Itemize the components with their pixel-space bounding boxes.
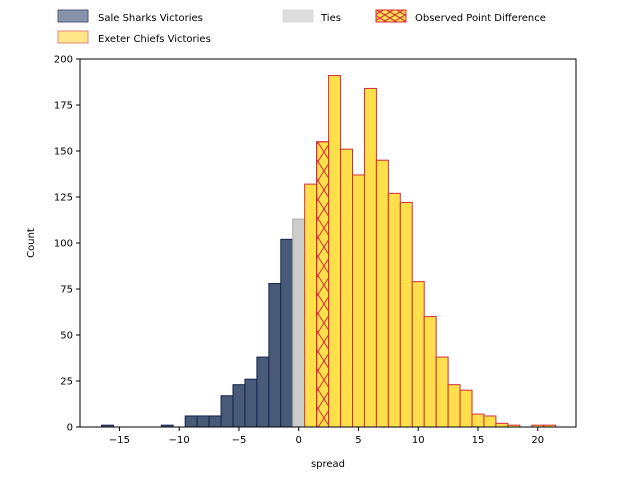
- x-tick-label: 20: [531, 435, 544, 446]
- bar-exeter-chiefs-victories: [471, 413, 485, 428]
- bar-sale-sharks-victories: [280, 238, 294, 428]
- bar-exeter-chiefs-victories: [304, 183, 318, 428]
- bar-exeter-chiefs-victories: [375, 159, 389, 428]
- legend-swatch-sale-sharks: [57, 9, 89, 23]
- bar-sale-sharks-victories: [268, 282, 282, 428]
- y-tick-label: 150: [54, 147, 73, 158]
- bar-exeter-chiefs-victories: [435, 356, 449, 428]
- legend-label-observed: Observed Point Difference: [415, 13, 546, 24]
- bars-group: [101, 75, 557, 428]
- bar-exeter-chiefs-victories: [495, 422, 509, 428]
- y-tick-label: 175: [54, 101, 73, 112]
- bar-exeter-chiefs-victories: [399, 202, 413, 428]
- bar-ties: [292, 218, 306, 428]
- bar-sale-sharks-victories: [232, 384, 246, 428]
- bar-observed-point-difference: [316, 141, 330, 428]
- bar-exeter-chiefs-victories: [363, 87, 377, 428]
- bar-exeter-chiefs-victories: [459, 389, 473, 428]
- bar-exeter-chiefs-victories: [340, 148, 354, 428]
- bar-sale-sharks-victories: [244, 378, 258, 428]
- x-tick-label: 5: [355, 435, 361, 446]
- bar-sale-sharks-victories: [208, 415, 222, 428]
- bar-exeter-chiefs-victories: [352, 174, 365, 428]
- legend-label-exeter-chiefs: Exeter Chiefs Victories: [98, 34, 211, 45]
- y-tick-label: 125: [54, 193, 73, 204]
- x-tick-label: 0: [296, 435, 302, 446]
- legend: Sale Sharks Victories Ties Observed Poin…: [57, 9, 546, 45]
- plot-frame: [79, 58, 577, 428]
- bar-exeter-chiefs-victories: [423, 316, 437, 428]
- legend-swatch-ties: [282, 9, 314, 23]
- y-axis-label: Count: [26, 228, 37, 258]
- legend-label-ties: Ties: [320, 13, 341, 24]
- legend-label-sale-sharks: Sale Sharks Victories: [98, 13, 203, 24]
- bar-sale-sharks-victories: [184, 415, 198, 428]
- y-tick-label: 75: [60, 285, 73, 296]
- bar-sale-sharks-victories: [196, 415, 210, 428]
- bar-exeter-chiefs-victories: [447, 384, 461, 428]
- bar-exeter-chiefs-victories: [387, 192, 401, 428]
- x-axis-label: spread: [311, 459, 345, 470]
- x-tick-label: 10: [412, 435, 425, 446]
- y-tick-label: 25: [60, 377, 73, 388]
- y-tick-label: 100: [54, 239, 73, 250]
- x-tick-label: 15: [472, 435, 485, 446]
- legend-swatch-observed-hatch: [376, 10, 406, 22]
- y-tick-label: 0: [67, 423, 73, 434]
- x-tick-label: −10: [169, 435, 190, 446]
- x-tick-label: −5: [232, 435, 247, 446]
- bar-sale-sharks-victories: [256, 356, 270, 428]
- bar-exeter-chiefs-victories: [328, 75, 342, 428]
- bar-sale-sharks-victories: [220, 395, 234, 428]
- y-tick-label: 200: [54, 55, 73, 66]
- y-tick-label: 50: [60, 331, 73, 342]
- bar-exeter-chiefs-victories: [411, 281, 425, 428]
- bar-exeter-chiefs-victories: [483, 415, 497, 428]
- legend-swatch-exeter-chiefs: [57, 30, 89, 44]
- x-tick-label: −15: [109, 435, 130, 446]
